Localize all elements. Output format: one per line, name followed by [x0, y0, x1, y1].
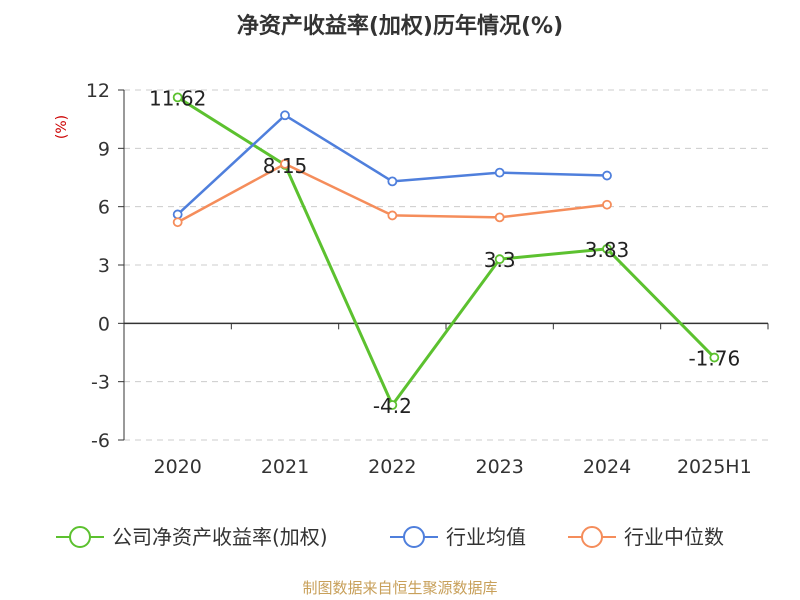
- grid: [124, 89, 768, 441]
- chart-title: 净资产收益率(加权)历年情况(%): [237, 13, 563, 39]
- series-1-point-3[interactable]: [494, 167, 505, 178]
- series-2-point-0[interactable]: [172, 217, 183, 228]
- data-label-0: 11.62: [149, 86, 206, 110]
- legend-item-2[interactable]: 行业中位数: [568, 525, 724, 549]
- legend-swatch-marker-2: [581, 526, 603, 548]
- series-1-point-2[interactable]: [387, 176, 398, 187]
- axes: 12 9 6 3 0 -3 -6 2020 2021 2022 2023 2024 2025H1: [86, 80, 769, 478]
- series-0-point-4[interactable]: [602, 243, 612, 254]
- y-axis-label: (%): [54, 115, 70, 139]
- y-tick-label-0: 12: [86, 80, 110, 102]
- data-label-4: 3.83: [585, 238, 630, 262]
- data-label-3: 3.3: [484, 248, 516, 272]
- y-tick-label-3: 3: [98, 255, 110, 277]
- data-label-1: 8.15: [263, 154, 308, 178]
- legend-label-0: 公司净资产收益率(加权): [112, 525, 328, 549]
- series-1-point-0[interactable]: [172, 209, 183, 220]
- series-1-point-1[interactable]: [280, 110, 290, 121]
- data-label-5: -1.76: [688, 347, 740, 371]
- legend-label-2: 行业中位数: [624, 525, 724, 549]
- y-tick-label-1: 9: [98, 138, 110, 160]
- series-0-point-0[interactable]: [172, 92, 183, 103]
- x-tick-label-2: 2022: [368, 456, 416, 478]
- y-tick-label-5: -3: [91, 372, 110, 394]
- series-1-point-4[interactable]: [602, 170, 612, 181]
- legend-swatch-marker-0: [69, 526, 91, 548]
- legend-swatch-marker-1: [403, 526, 425, 548]
- series-0-point-5[interactable]: [709, 352, 720, 363]
- series-0-point-2[interactable]: [387, 400, 398, 410]
- legend-label-1: 行业均值: [446, 525, 526, 549]
- x-tick-label-0: 2020: [153, 456, 201, 478]
- x-tick-label-1: 2021: [261, 456, 309, 478]
- series-line-0: [176, 96, 716, 407]
- legend[interactable]: 公司净资产收益率(加权) 行业均值 行业中位数: [56, 525, 724, 549]
- x-tick-label-4: 2024: [583, 456, 631, 478]
- x-tick-label-3: 2023: [475, 456, 523, 478]
- y-tick-label-4: 0: [98, 313, 110, 335]
- data-label-2: -4.2: [373, 394, 412, 418]
- series-2-point-4[interactable]: [602, 199, 612, 210]
- series-line-1: [176, 114, 608, 216]
- series-2-point-2[interactable]: [387, 210, 398, 221]
- legend-item-0[interactable]: 公司净资产收益率(加权): [56, 525, 328, 549]
- y-tick-label-2: 6: [98, 197, 110, 219]
- y-tick-label-6: -6: [91, 430, 110, 452]
- legend-item-1[interactable]: 行业均值: [390, 525, 526, 549]
- series-0-point-3[interactable]: [494, 254, 505, 265]
- x-tick-label-5: 2025H1: [677, 456, 752, 478]
- series-lines: [172, 92, 720, 410]
- series-2-point-3[interactable]: [494, 212, 505, 223]
- series-2-point-1[interactable]: [280, 158, 290, 169]
- data-labels: 11.62 8.15 -4.2 3.3 3.83 -1.76: [149, 86, 740, 418]
- source-note: 制图数据来自恒生聚源数据库: [302, 579, 498, 597]
